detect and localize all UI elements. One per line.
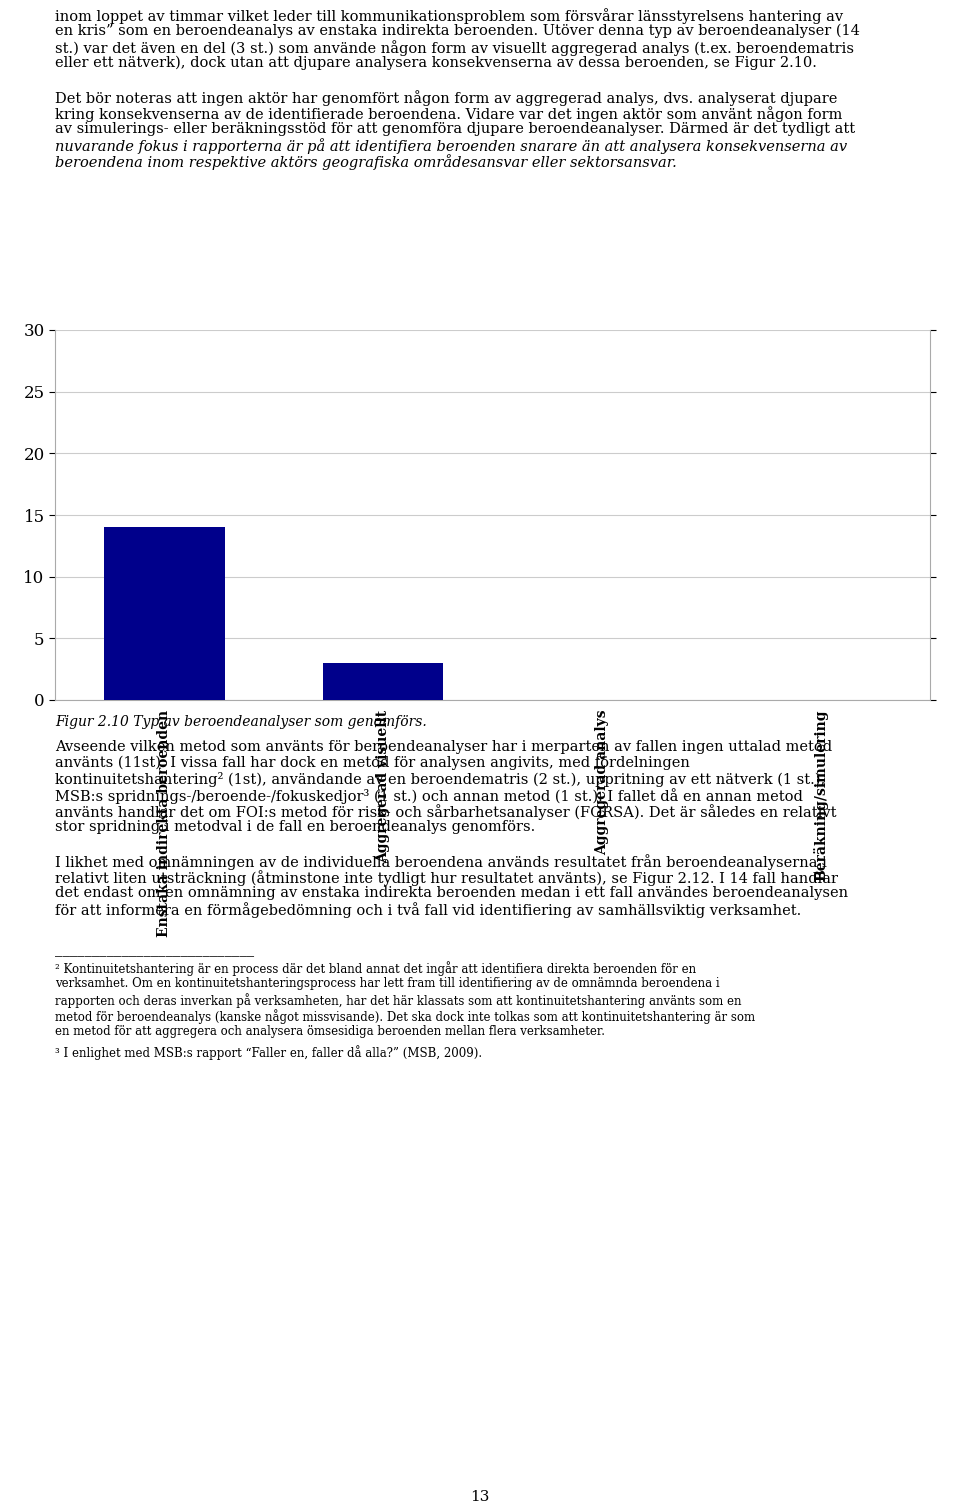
Text: inom loppet av timmar vilket leder till kommunikationsproblem som försvårar läns: inom loppet av timmar vilket leder till … <box>55 8 843 24</box>
Text: nuvarande fokus i rapporterna är på att identifiera beroenden snarare än att ana: nuvarande fokus i rapporterna är på att … <box>55 137 847 154</box>
Text: Det bör noteras att ingen aktör har genomfört någon form av aggregerad analys, d: Det bör noteras att ingen aktör har geno… <box>55 91 837 106</box>
Text: kring konsekvenserna av de identifierade beroendena. Vidare var det ingen aktör : kring konsekvenserna av de identifierade… <box>55 106 842 122</box>
Text: för att informera en förmågebedömning och i två fall vid identifiering av samhäl: för att informera en förmågebedömning oc… <box>55 902 802 917</box>
Text: stor spridning i metodval i de fall en beroendeanalys genomförs.: stor spridning i metodval i de fall en b… <box>55 819 536 834</box>
Text: använts handlar det om FOI:s metod för risk- och sårbarhetsanalyser (FORSA). Det: använts handlar det om FOI:s metod för r… <box>55 804 836 819</box>
Bar <box>105 527 225 700</box>
Text: en kris” som en beroendeanalys av enstaka indirekta beroenden. Utöver denna typ : en kris” som en beroendeanalys av enstak… <box>55 24 860 38</box>
Text: ² Kontinuitetshantering är en process där det bland annat det ingår att identifi: ² Kontinuitetshantering är en process dä… <box>55 961 696 976</box>
Text: av simulerings- eller beräkningsstöd för att genomföra djupare beroendeanalyser.: av simulerings- eller beräkningsstöd för… <box>55 122 855 136</box>
Text: använts (11st). I vissa fall har dock en metod för analysen angivits, med fördel: använts (11st). I vissa fall har dock en… <box>55 756 690 771</box>
Text: Figur 2.10 Typ av beroendeanalyser som genomförs.: Figur 2.10 Typ av beroendeanalyser som g… <box>55 715 427 729</box>
Text: I likhet med omnämningen av de individuella beroendena används resultatet från b: I likhet med omnämningen av de individue… <box>55 854 827 869</box>
Text: st.) var det även en del (3 st.) som använde någon form av visuellt aggregerad a: st.) var det även en del (3 st.) som anv… <box>55 41 854 56</box>
Text: beroendena inom respektive aktörs geografiska områdesansvar eller sektorsansvar.: beroendena inom respektive aktörs geogra… <box>55 154 677 171</box>
Text: 13: 13 <box>470 1489 490 1504</box>
Text: en metod för att aggregera och analysera ömsesidiga beroenden mellan flera verks: en metod för att aggregera och analysera… <box>55 1025 605 1038</box>
Text: ³ I enlighet med MSB:s rapport “Faller en, faller då alla?” (MSB, 2009).: ³ I enlighet med MSB:s rapport “Faller e… <box>55 1046 482 1059</box>
Text: metod för beroendeanalys (kanske något missvisande). Det ska dock inte tolkas so: metod för beroendeanalys (kanske något m… <box>55 1010 756 1025</box>
Text: relativt liten utsträckning (åtminstone inte tydligt hur resultatet använts), se: relativt liten utsträckning (åtminstone … <box>55 871 838 886</box>
Text: eller ett nätverk), dock utan att djupare analysera konsekvenserna av dessa bero: eller ett nätverk), dock utan att djupar… <box>55 56 817 71</box>
Text: MSB:s spridnings-/beroende-/fokuskedjor³ (1 st.) och annan metod (1 st.). I fall: MSB:s spridnings-/beroende-/fokuskedjor³… <box>55 788 803 804</box>
Text: ___________________________: ___________________________ <box>55 943 254 957</box>
Text: rapporten och deras inverkan på verksamheten, har det här klassats som att konti: rapporten och deras inverkan på verksamh… <box>55 993 741 1008</box>
Text: det endast om en omnämning av enstaka indirekta beroenden medan i ett fall använ: det endast om en omnämning av enstaka in… <box>55 886 848 899</box>
Bar <box>323 662 444 700</box>
Text: kontinuitetshantering² (1st), användande av en beroendematris (2 st.), uppritnin: kontinuitetshantering² (1st), användande… <box>55 773 826 788</box>
Text: Avseende vilken metod som använts för beroendeanalyser har i merparten av fallen: Avseende vilken metod som använts för be… <box>55 739 832 754</box>
Text: verksamhet. Om en kontinuitetshanteringsprocess har lett fram till identifiering: verksamhet. Om en kontinuitetshanterings… <box>55 976 720 990</box>
